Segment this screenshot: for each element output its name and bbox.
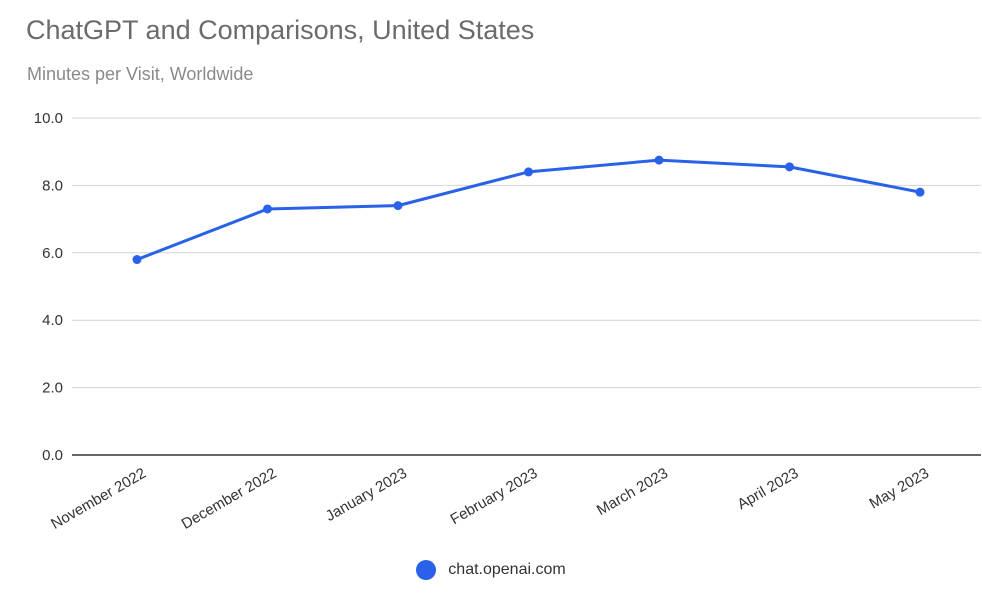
x-tick-label: January 2023 [323, 465, 410, 525]
y-axis-ticks: 0.0 2.0 4.0 6.0 8.0 10.0 [34, 110, 63, 464]
data-point [915, 187, 925, 197]
data-point [132, 255, 142, 265]
gridlines [72, 117, 981, 456]
x-tick-label: February 2023 [448, 465, 541, 529]
y-tick-label: 4.0 [42, 312, 63, 329]
y-tick-label: 6.0 [42, 245, 63, 262]
y-tick-label: 2.0 [42, 380, 63, 397]
y-tick-label: 8.0 [42, 177, 63, 194]
x-tick-label: April 2023 [735, 465, 802, 513]
data-point [654, 155, 664, 165]
x-tick-label: March 2023 [594, 465, 671, 519]
series-layer [132, 155, 925, 265]
data-point [263, 204, 272, 214]
legend: chat.openai.com [0, 560, 982, 580]
x-tick-label: December 2022 [179, 465, 280, 533]
x-tick-label: November 2022 [48, 465, 149, 533]
legend-marker-icon [416, 560, 437, 580]
legend-label: chat.openai.com [448, 561, 566, 578]
data-point [393, 201, 403, 211]
chart-title: ChatGPT and Comparisons, United States [26, 15, 535, 45]
y-tick-label: 0.0 [42, 447, 63, 464]
chart-subtitle: Minutes per Visit, Worldwide [27, 64, 254, 84]
x-axis-ticks: November 2022 December 2022 January 2023 Fe… [48, 465, 932, 533]
data-point [524, 167, 533, 177]
x-tick-label: May 2023 [866, 465, 932, 513]
data-point [785, 162, 794, 172]
y-tick-label: 10.0 [34, 110, 63, 127]
